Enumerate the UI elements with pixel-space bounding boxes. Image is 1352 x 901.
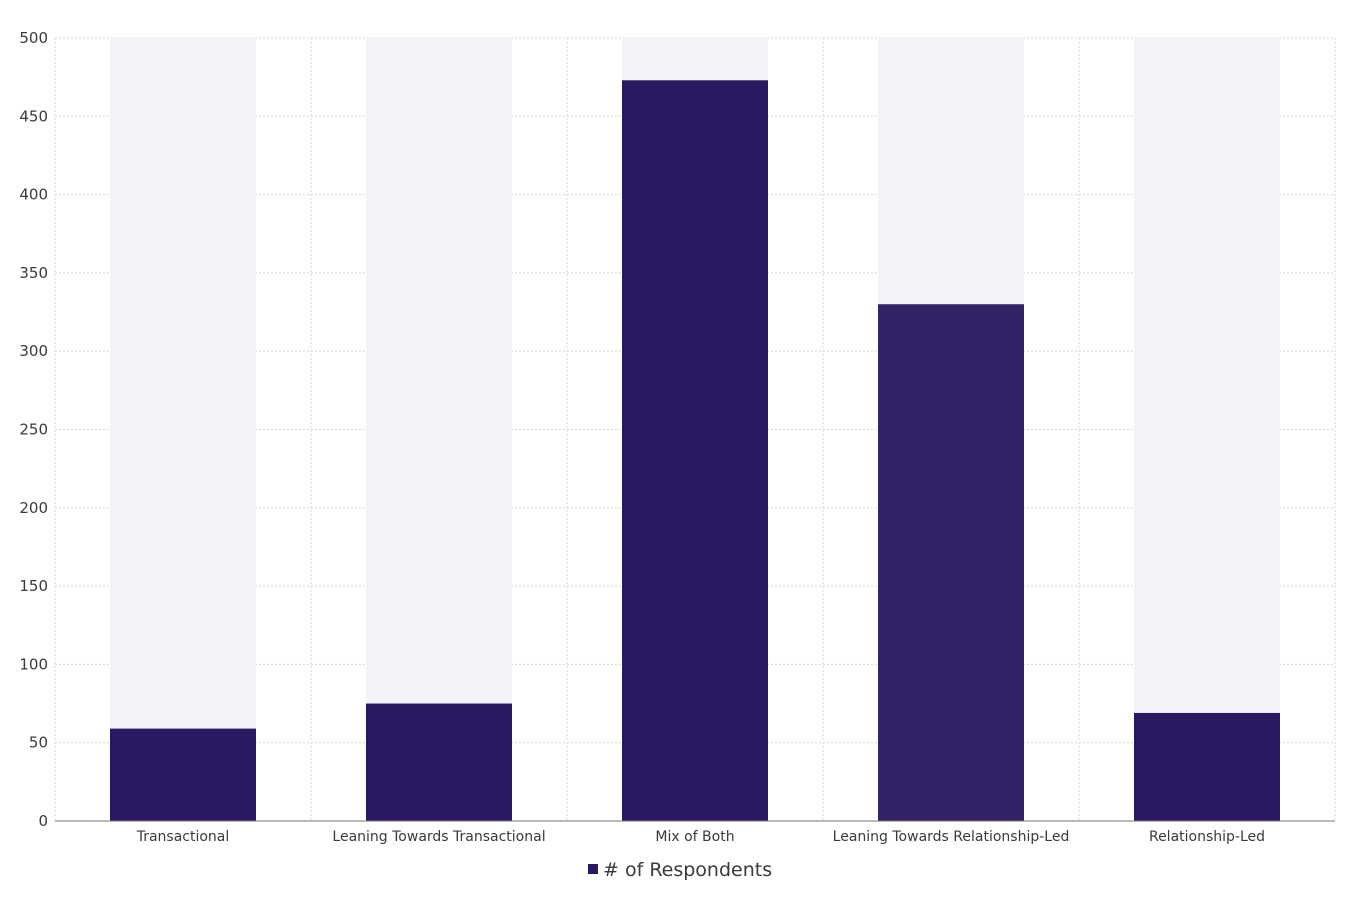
x-category-label: Leaning Towards Transactional <box>332 829 545 845</box>
legend: # of Respondents <box>588 859 772 881</box>
bars <box>110 80 1280 822</box>
bar[interactable] <box>622 80 768 822</box>
x-category-label: Leaning Towards Relationship-Led <box>833 829 1070 845</box>
y-tick-label: 0 <box>38 812 48 830</box>
bar-background <box>110 38 256 821</box>
y-tick-label: 200 <box>19 499 48 517</box>
bar[interactable] <box>878 304 1024 822</box>
bar[interactable] <box>110 728 256 821</box>
bar[interactable] <box>1134 712 1280 821</box>
y-tick-label: 500 <box>19 29 48 47</box>
bar-background <box>366 38 512 821</box>
x-category-label: Transactional <box>136 829 230 845</box>
bar-background <box>1134 38 1280 821</box>
x-axis-categories: Transactional Leaning Towards Transaction… <box>136 829 1265 845</box>
y-tick-label: 450 <box>19 107 48 125</box>
bar[interactable] <box>366 703 512 821</box>
x-category-label: Mix of Both <box>655 829 734 845</box>
y-tick-label: 100 <box>19 655 48 673</box>
y-tick-label: 300 <box>19 342 48 360</box>
y-tick-label: 250 <box>19 421 48 439</box>
y-tick-label: 50 <box>29 734 48 752</box>
y-tick-label: 350 <box>19 264 48 282</box>
x-category-label: Relationship-Led <box>1149 829 1265 845</box>
legend-swatch <box>588 864 598 874</box>
y-axis-ticks: 0 50 100 150 200 250 300 350 400 450 500 <box>19 29 48 830</box>
y-tick-label: 400 <box>19 186 48 204</box>
y-tick-label: 150 <box>19 577 48 595</box>
legend-label: # of Respondents <box>603 859 772 881</box>
